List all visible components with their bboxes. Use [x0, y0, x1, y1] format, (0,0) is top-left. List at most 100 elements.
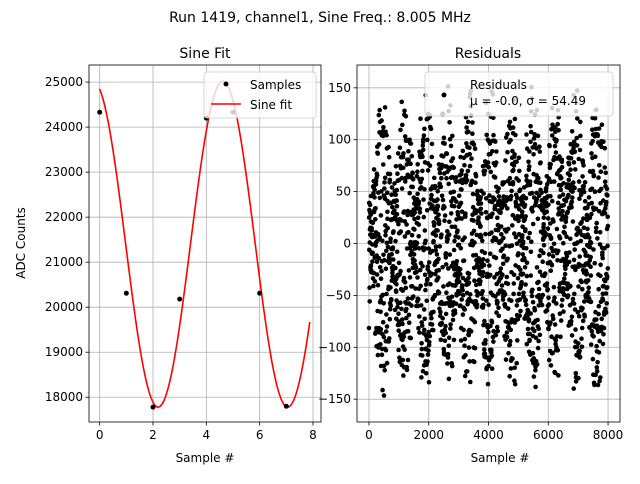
residual-point	[498, 266, 504, 271]
residual-point	[601, 139, 606, 144]
residual-point	[574, 344, 580, 350]
residual-point	[488, 251, 493, 256]
residual-point	[460, 292, 466, 298]
residual-point	[390, 204, 395, 210]
residual-point	[543, 185, 549, 191]
residual-point	[398, 300, 403, 306]
residual-point	[420, 154, 425, 160]
residual-point	[384, 190, 390, 195]
residual-point	[489, 366, 495, 372]
residual-point	[530, 209, 535, 214]
residual-point	[489, 353, 495, 359]
residual-point	[511, 291, 516, 297]
residual-point	[549, 133, 555, 138]
residual-point	[482, 318, 487, 324]
residual-point	[451, 247, 457, 253]
residual-point	[527, 149, 532, 154]
residual-point	[500, 272, 505, 278]
residual-point	[578, 263, 584, 268]
residual-point	[569, 314, 575, 320]
residual-point	[458, 245, 464, 251]
residual-point	[539, 190, 544, 195]
residual-point	[509, 188, 514, 194]
residual-point	[406, 312, 412, 318]
residual-point	[478, 234, 484, 240]
residual-point	[524, 132, 529, 137]
residual-point	[551, 241, 557, 247]
residual-point	[528, 123, 533, 129]
residual-point	[424, 298, 430, 304]
residual-point	[557, 236, 563, 241]
residual-point	[569, 199, 575, 204]
residual-point	[539, 302, 545, 308]
residual-point	[585, 226, 590, 232]
residual-point	[532, 308, 538, 313]
residual-point	[512, 378, 517, 384]
residual-point	[573, 371, 579, 376]
legend-label-residuals: Residuals	[470, 78, 527, 92]
residual-point	[447, 137, 453, 142]
residual-point	[535, 216, 541, 222]
residual-point	[436, 275, 441, 280]
residual-point	[415, 191, 420, 197]
residual-point	[503, 158, 508, 163]
residual-point	[592, 116, 598, 121]
residual-point	[549, 262, 555, 268]
residual-point	[605, 285, 610, 290]
residual-point	[418, 283, 424, 289]
residual-point	[546, 176, 552, 181]
residual-point	[388, 236, 393, 241]
residual-point	[406, 148, 411, 154]
residual-point	[554, 334, 560, 339]
residual-point	[555, 121, 560, 127]
residual-point	[409, 154, 415, 159]
residual-point	[604, 186, 610, 192]
residual-point	[546, 252, 552, 257]
residual-point	[415, 169, 420, 174]
residual-point	[450, 133, 455, 139]
residual-point	[462, 235, 467, 240]
residual-point	[508, 327, 513, 333]
residual-point	[446, 335, 452, 341]
residual-point	[572, 185, 577, 191]
residual-point	[506, 350, 511, 356]
residual-point	[588, 254, 593, 260]
residual-point	[483, 210, 489, 215]
residual-point	[412, 216, 417, 222]
residual-point	[562, 276, 567, 281]
residual-point	[493, 160, 499, 165]
residual-point	[441, 284, 446, 289]
residual-point	[483, 231, 488, 237]
residual-point	[592, 260, 597, 266]
residual-point	[385, 209, 390, 215]
residual-point	[452, 224, 458, 230]
residual-point	[575, 116, 580, 121]
residual-point	[405, 357, 411, 363]
residual-point	[384, 291, 389, 297]
residual-point	[580, 306, 585, 311]
residual-point	[600, 255, 605, 261]
residual-point	[495, 328, 501, 334]
residual-point	[581, 225, 587, 230]
residual-point	[436, 290, 442, 296]
residual-point	[588, 240, 594, 246]
residual-point	[505, 306, 511, 311]
residual-point	[572, 247, 577, 252]
residual-point	[471, 218, 476, 223]
y-tick-label: 23000	[45, 165, 83, 179]
residual-point	[548, 162, 553, 167]
residual-point	[380, 238, 385, 244]
residual-point	[503, 357, 509, 362]
residual-point	[563, 215, 569, 220]
residual-point	[459, 283, 465, 288]
residual-point	[460, 148, 466, 154]
residual-point	[473, 252, 479, 258]
residual-point	[550, 253, 556, 259]
residual-point	[402, 134, 408, 139]
residual-point	[422, 272, 428, 278]
residual-point	[384, 312, 389, 317]
residual-point	[483, 196, 489, 201]
residual-point	[405, 296, 411, 301]
residual-point	[517, 297, 523, 302]
residual-point	[573, 327, 578, 332]
